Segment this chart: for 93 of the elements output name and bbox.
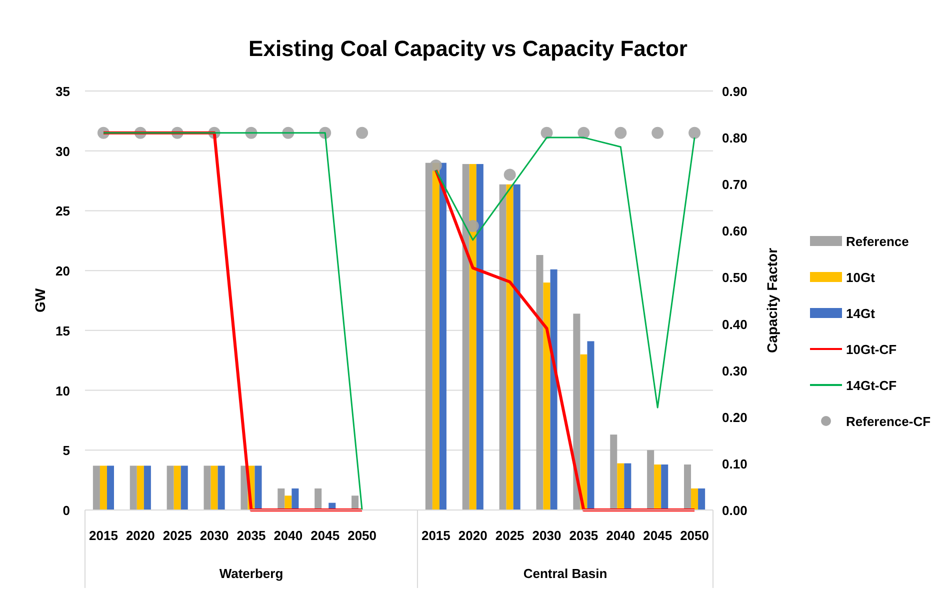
bar <box>166 466 174 510</box>
x-tick-label: 2035 <box>236 528 266 543</box>
x-tick-label: 2045 <box>310 528 340 543</box>
y-axis-title: GW <box>32 288 48 313</box>
y-tick-label: 30 <box>56 144 70 159</box>
y-tick-label: 25 <box>56 204 70 219</box>
point <box>356 126 368 139</box>
y-tick-label: 15 <box>56 323 70 338</box>
point <box>614 126 627 139</box>
x-tick-label: 2015 <box>89 528 118 543</box>
x-tick-label: 2040 <box>274 528 303 543</box>
bar <box>661 464 668 510</box>
bar <box>684 464 692 510</box>
y-tick-label: 0 <box>62 503 70 518</box>
bar <box>130 466 137 510</box>
x-tick-label: 2025 <box>495 528 524 543</box>
bar <box>210 466 218 510</box>
y-tick-label: 20 <box>56 264 70 279</box>
bar <box>499 184 506 510</box>
bar <box>617 463 624 510</box>
x-tick-label: 2020 <box>126 528 155 543</box>
bar <box>254 466 262 510</box>
bar <box>144 466 151 510</box>
point <box>652 126 664 139</box>
bar <box>550 269 558 510</box>
y2-axis-title: Capacity Factor <box>764 247 780 354</box>
bar <box>573 314 580 510</box>
point <box>688 126 701 139</box>
bar <box>180 466 188 510</box>
x-tick-label: 2040 <box>606 528 636 543</box>
y2-tick-label: 0.00 <box>722 503 748 518</box>
y2-tick-label: 0.30 <box>722 363 748 378</box>
bar <box>204 466 211 510</box>
legend-label: 14Gt <box>846 306 876 321</box>
bar <box>106 466 114 510</box>
bar <box>610 434 618 510</box>
x-tick-label: 2015 <box>421 528 450 543</box>
legend-label: Reference-CF <box>846 414 931 429</box>
bar <box>100 466 107 510</box>
bar <box>587 341 594 510</box>
chart-title: Existing Coal Capacity vs Capacity Factor <box>248 36 688 61</box>
bar <box>698 488 706 510</box>
legend-label: 10Gt <box>846 270 876 285</box>
point <box>540 126 553 139</box>
bar <box>513 184 520 510</box>
bar <box>543 282 550 510</box>
point <box>578 126 590 139</box>
bar <box>536 255 544 510</box>
bar <box>314 488 322 510</box>
x-tick-label: 2020 <box>458 528 488 543</box>
y2-tick-label: 0.70 <box>722 177 748 192</box>
x-tick-label: 2025 <box>162 528 192 543</box>
bar <box>580 354 588 510</box>
bar <box>136 466 144 510</box>
bar <box>476 164 484 510</box>
bar <box>469 164 476 510</box>
bar <box>506 184 514 510</box>
x-tick-label: 2030 <box>532 528 562 543</box>
text: Waterberg <box>219 566 284 581</box>
legend-label: 10Gt-CF <box>846 342 897 357</box>
bar <box>292 488 299 510</box>
bar <box>174 466 181 510</box>
text: Central Basin <box>523 566 608 581</box>
y2-tick-label: 0.40 <box>722 316 748 332</box>
y2-tick-label: 0.50 <box>722 270 748 286</box>
bar <box>624 463 632 510</box>
legend-label: Reference <box>846 234 909 249</box>
y2-tick-label: 0.10 <box>722 456 748 472</box>
bar <box>218 466 225 510</box>
x-tick-label: 2030 <box>200 528 229 543</box>
bar <box>92 466 100 510</box>
legend-label: 14Gt-CF <box>846 378 897 393</box>
bar <box>352 496 359 510</box>
x-tick-label: 2035 <box>569 528 598 543</box>
bar <box>647 450 654 510</box>
x-tick-label: 2050 <box>348 528 377 543</box>
y-tick-label: 35 <box>56 84 70 99</box>
x-tick-label: 2045 <box>643 528 672 543</box>
y-tick-label: 10 <box>56 383 70 398</box>
point <box>430 159 442 172</box>
bar <box>240 466 248 510</box>
bar <box>691 488 698 510</box>
y2-tick-label: 0.80 <box>722 130 748 146</box>
bar <box>654 464 662 510</box>
point <box>504 168 516 181</box>
y-tick-label: 5 <box>62 443 70 458</box>
bar <box>284 496 292 510</box>
y2-tick-label: 0.20 <box>722 410 748 425</box>
x-tick-label: 2050 <box>680 528 709 543</box>
bar <box>439 162 446 510</box>
y2-tick-label: 0.60 <box>722 224 748 239</box>
y2-tick-label: 0.90 <box>722 84 748 99</box>
bar <box>278 488 285 510</box>
